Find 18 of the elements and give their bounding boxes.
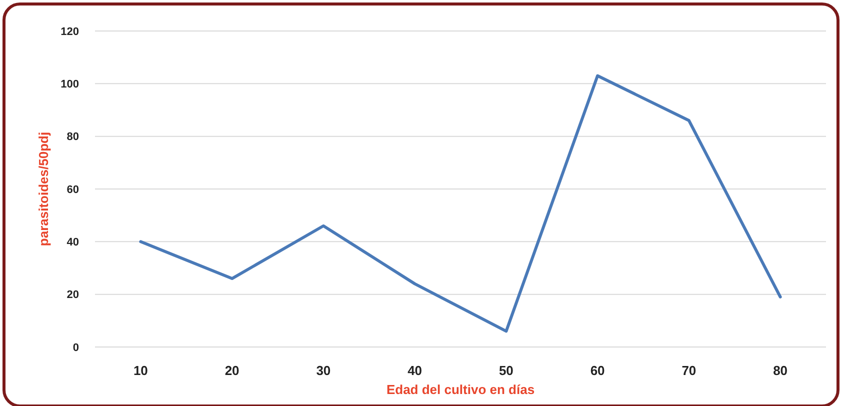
x-tick-label: 70 <box>682 363 696 378</box>
x-tick-label: 40 <box>408 363 422 378</box>
y-tick-label: 40 <box>66 236 79 249</box>
x-tick-label: 20 <box>224 363 240 378</box>
x-tick-label: 30 <box>316 363 331 378</box>
y-axis-title: parasitoides/50pdj <box>36 132 51 246</box>
x-tick-label: 10 <box>133 363 148 378</box>
x-tick-label: 60 <box>590 363 605 378</box>
y-tick-label: 100 <box>60 78 79 91</box>
y-tick-label: 80 <box>66 131 79 144</box>
x-tick-label: 80 <box>773 363 788 378</box>
y-tick-label: 20 <box>66 289 79 302</box>
x-tick-label: 50 <box>498 363 514 378</box>
y-tick-label: 60 <box>66 184 79 196</box>
line-series <box>139 74 782 333</box>
y-tick-label: 0 <box>72 342 79 354</box>
x-axis-title: Edad del cultivo en días <box>386 382 535 397</box>
y-tick-label: 120 <box>60 26 79 38</box>
